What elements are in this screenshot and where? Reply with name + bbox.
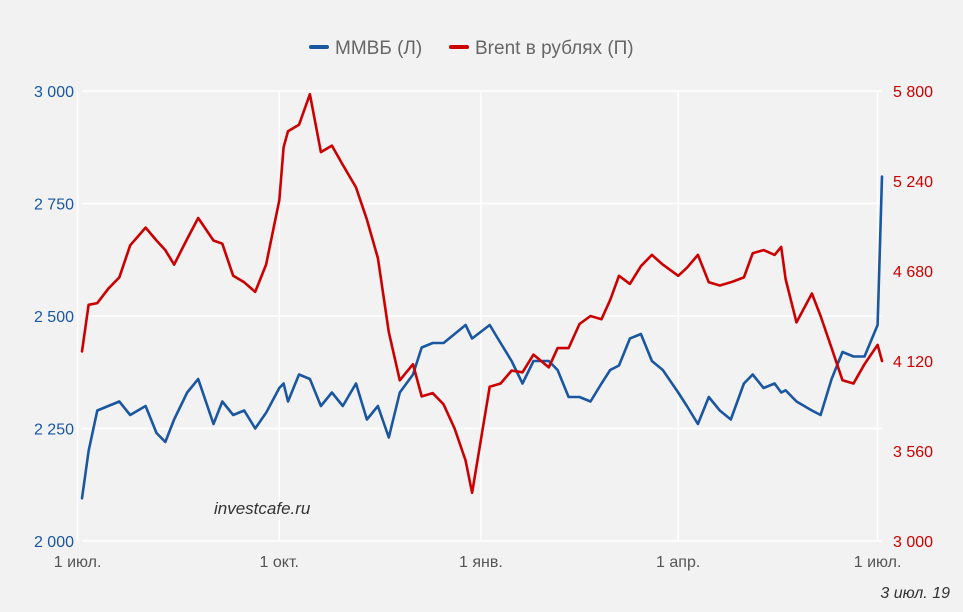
date-note: 3 июл. 19	[880, 585, 950, 602]
grid	[76, 90, 882, 542]
series-line-2	[80, 92, 884, 495]
right-tick-label: 4 680	[893, 264, 933, 281]
left-tick-label: 2 500	[34, 309, 74, 326]
legend-item-2[interactable]: Brent в рублях (П)	[449, 38, 634, 59]
x-tick-label: 1 окт.	[260, 554, 299, 571]
x-tick-label: 1 янв.	[459, 554, 503, 571]
x-tick-label: 1 июл.	[854, 554, 902, 571]
x-axis: 1 июл. 1 окт. 1 янв. 1 апр. 1 июл.	[54, 554, 902, 571]
legend[interactable]: ММВБ (Л) Brent в рублях (П)	[309, 38, 634, 59]
left-tick-label: 2 250	[34, 422, 74, 439]
legend-label: ММВБ (Л)	[335, 38, 422, 59]
left-tick-label: 2 000	[34, 534, 74, 551]
right-tick-label: 3 560	[893, 444, 933, 461]
left-axis: 2 000 2 250 2 500 2 750 3 000	[34, 84, 74, 551]
left-tick-label: 2 750	[34, 197, 74, 214]
series-line-1	[80, 175, 884, 500]
right-tick-label: 5 800	[893, 84, 933, 101]
left-tick-label: 3 000	[34, 84, 74, 101]
right-tick-label: 3 000	[893, 534, 933, 551]
right-tick-label: 4 120	[893, 354, 933, 371]
x-tick-label: 1 апр.	[656, 554, 700, 571]
right-axis: 3 000 3 560 4 120 4 680 5 240 5 800	[893, 84, 933, 551]
legend-label: Brent в рублях (П)	[475, 38, 634, 59]
x-tick-label: 1 июл.	[54, 554, 102, 571]
series-layer	[80, 92, 884, 500]
right-tick-label: 5 240	[893, 174, 933, 191]
legend-item-1[interactable]: ММВБ (Л)	[309, 38, 422, 59]
watermark: investcafe.ru	[214, 499, 311, 518]
